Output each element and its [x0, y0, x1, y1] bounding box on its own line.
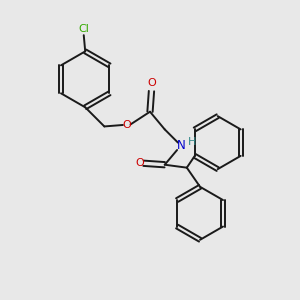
Text: N: N: [176, 139, 185, 152]
Text: Cl: Cl: [78, 24, 89, 34]
Text: H: H: [188, 137, 196, 147]
Text: O: O: [135, 158, 144, 168]
Text: O: O: [147, 78, 156, 88]
Text: O: O: [122, 120, 131, 130]
